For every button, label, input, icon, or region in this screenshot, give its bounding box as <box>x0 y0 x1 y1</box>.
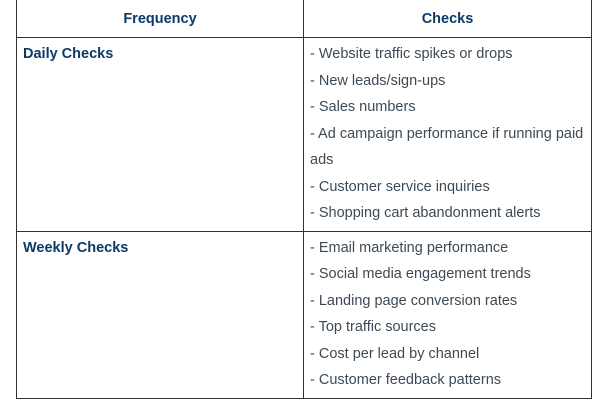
checks-cell: - Email marketing performance - Social m… <box>303 230 592 399</box>
check-item: - New leads/sign-ups <box>310 72 446 89</box>
check-item: - Customer feedback patterns <box>310 372 502 388</box>
frequency-header: Frequency <box>16 0 304 38</box>
check-item: - Website traffic spikes or drops <box>310 46 513 62</box>
check-item: - Customer service inquiries <box>310 178 490 195</box>
check-item: - Shopping cart abandonment alerts <box>310 205 541 221</box>
check-item: - Ad campaign performance if running pai… <box>310 125 584 169</box>
check-item: - Cost per lead by channel <box>310 345 480 362</box>
check-item: - Email marketing performance <box>310 239 509 256</box>
frequency-cell: Daily Checks <box>16 37 304 232</box>
checks-header: Checks <box>303 0 592 38</box>
table-row: Weekly Checks - Email marketing performa… <box>16 230 592 399</box>
table-row: Daily Checks - Website traffic spikes or… <box>16 37 592 232</box>
frequency-label: Weekly Checks <box>23 239 129 256</box>
checks-table: Frequency Checks Daily Checks - Website … <box>16 0 592 399</box>
frequency-label: Daily Checks <box>23 46 114 62</box>
check-item: - Social media engagement trends <box>310 266 531 282</box>
check-item: - Sales numbers <box>310 99 416 115</box>
checks-cell: - Website traffic spikes or drops - New … <box>303 37 592 232</box>
check-item: - Top traffic sources <box>310 319 436 335</box>
check-item: - Landing page conversion rates <box>310 292 518 309</box>
frequency-cell: Weekly Checks <box>16 230 304 399</box>
header-row: Frequency Checks <box>16 0 592 38</box>
